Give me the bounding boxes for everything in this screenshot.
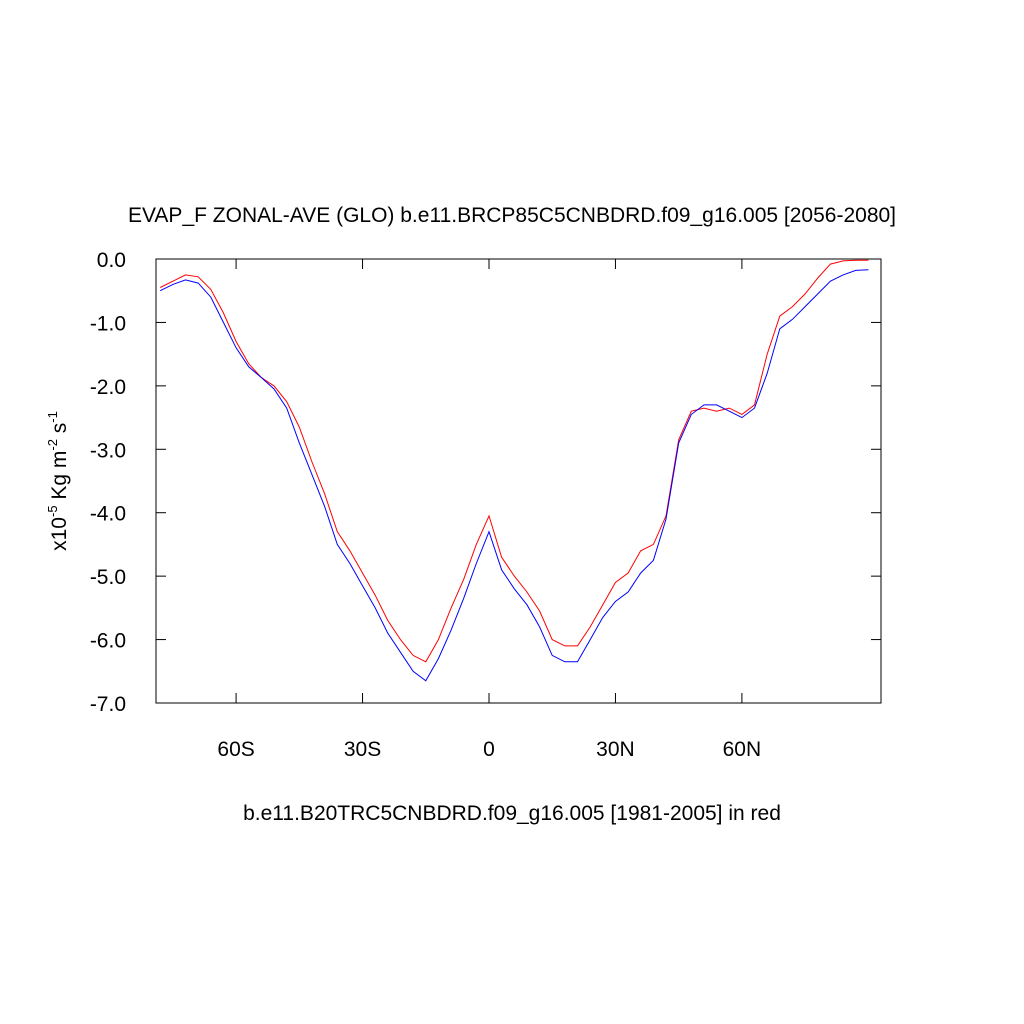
y-tick-label: -5.0: [90, 566, 126, 589]
series-line: [159, 259, 869, 663]
y-axis-label: x10-5 Kg m-2 s-1: [45, 411, 71, 551]
chart-title: EVAP_F ZONAL-AVE (GLO) b.e11.BRCP85C5CNB…: [128, 204, 896, 227]
x-tick-label: 60S: [217, 738, 254, 761]
plot-frame: [155, 258, 882, 704]
y-tick-label: 0.0: [97, 249, 126, 272]
y-axis-label-part: -1: [45, 411, 60, 423]
x-tick-label: 30S: [344, 738, 381, 761]
y-tick-label: -3.0: [90, 439, 126, 462]
y-axis-label-part: Kg m: [48, 451, 71, 506]
y-tick-label: -1.0: [90, 312, 126, 335]
x-axis-label: b.e11.B20TRC5CNBDRD.f09_g16.005 [1981-20…: [243, 802, 781, 825]
y-axis-label-part: s: [48, 423, 71, 439]
y-tick-label: -7.0: [90, 693, 126, 716]
x-tick-label: 60N: [723, 738, 762, 761]
x-tick-label: 0: [483, 738, 495, 761]
x-tick-label: 30N: [596, 738, 635, 761]
y-tick-label: -4.0: [90, 503, 126, 526]
y-tick-label: -2.0: [90, 376, 126, 399]
y-axis-label-part: -5: [45, 505, 60, 517]
y-axis-label-part: x10: [48, 517, 71, 551]
y-tick-label: -6.0: [90, 630, 126, 653]
series-line: [159, 269, 869, 682]
y-axis-label-part: -2: [45, 439, 60, 451]
